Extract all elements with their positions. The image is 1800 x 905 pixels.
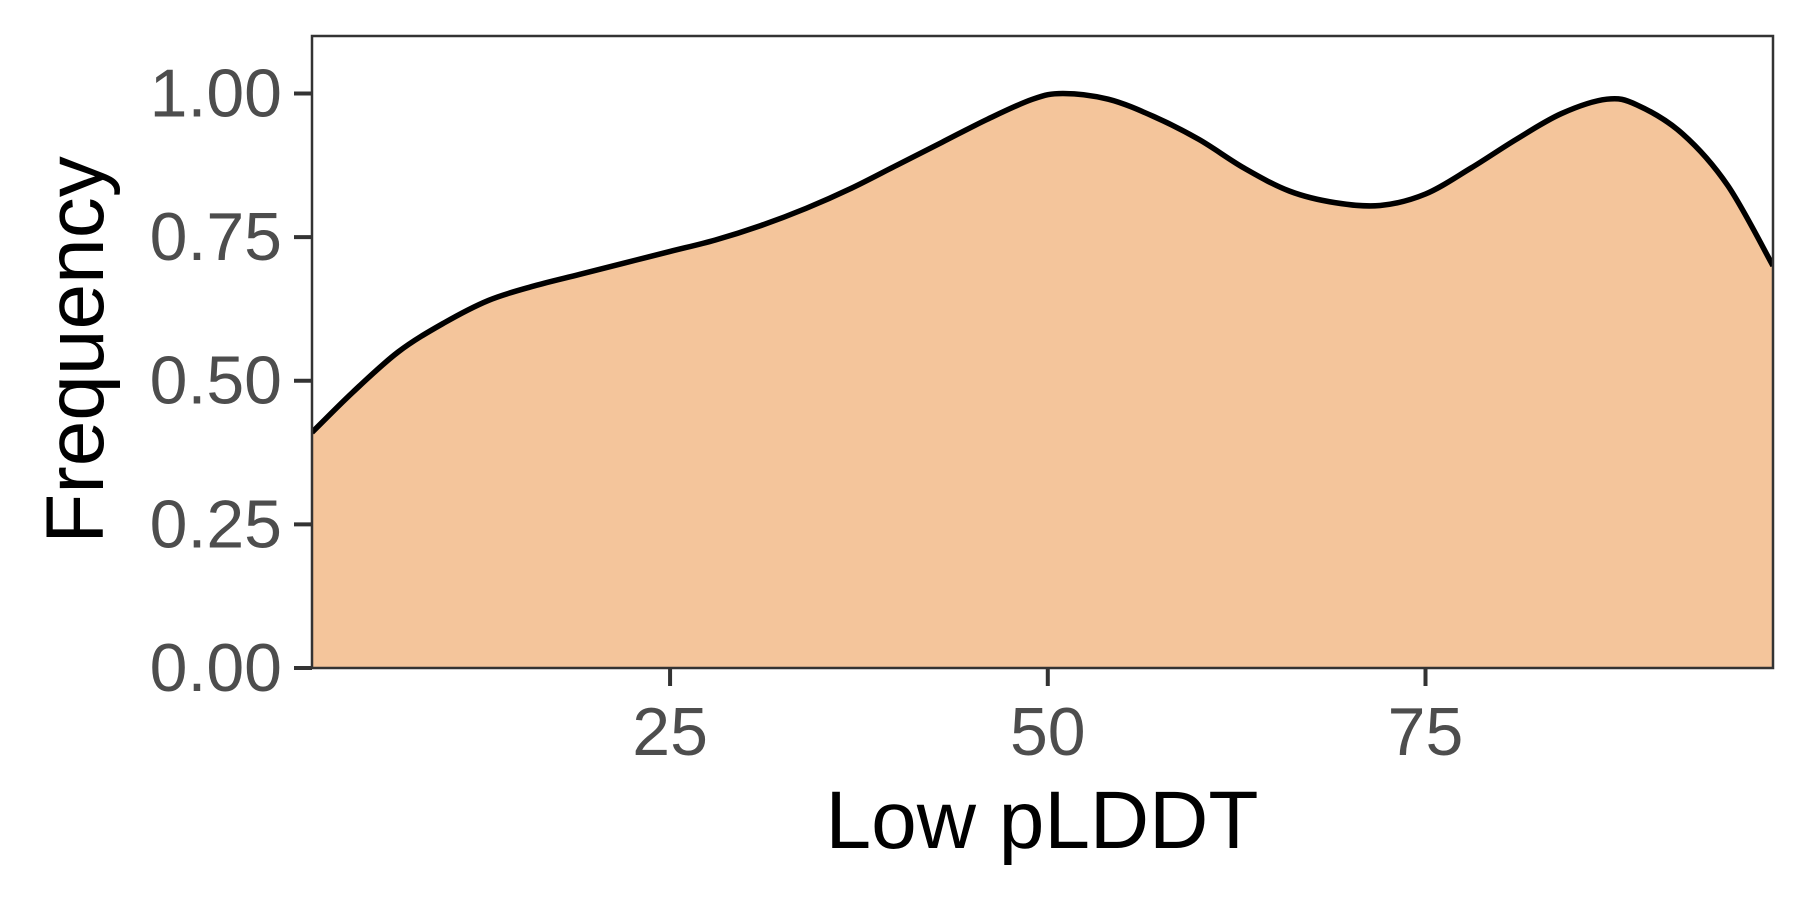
- y-tick-label: 1.00: [150, 55, 282, 131]
- plot-area: [312, 90, 1773, 668]
- panel-border: [310, 34, 1775, 670]
- density-line: [312, 90, 1773, 435]
- x-tick-label: 75: [1388, 694, 1464, 770]
- axes: 0.00 0.25 0.50 0.75 1.00 25 50 75: [150, 34, 1775, 770]
- y-tick-label: 0.25: [150, 486, 282, 562]
- y-tick-label: 0.50: [150, 343, 282, 419]
- density-area: [312, 93, 1773, 668]
- y-tick-label: 0.75: [150, 199, 282, 275]
- x-tick-label: 50: [1010, 694, 1086, 770]
- y-tick-label: 0.00: [150, 630, 282, 706]
- x-tick-label: 25: [632, 694, 708, 770]
- x-axis-title: Low pLDDT: [826, 775, 1259, 866]
- y-axis-title: Frequency: [30, 156, 121, 543]
